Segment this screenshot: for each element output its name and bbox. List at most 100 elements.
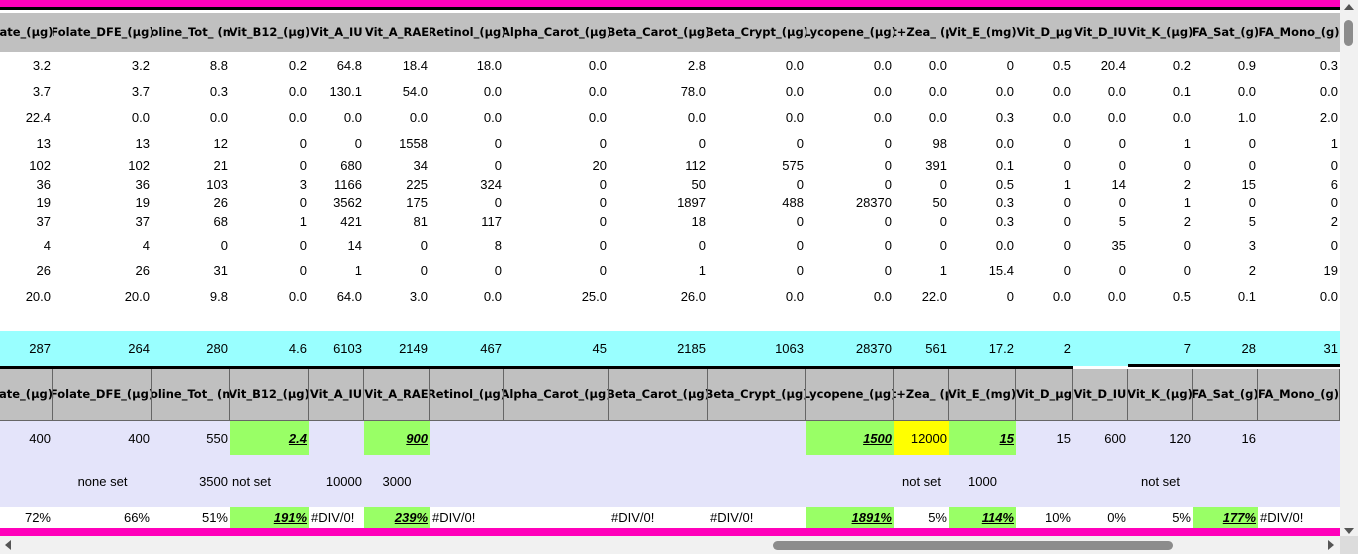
data-cell[interactable]: 14 — [1111, 176, 1126, 192]
data-cell[interactable]: 0 — [884, 158, 892, 173]
data-cell[interactable]: 421 — [340, 214, 362, 229]
data-cell[interactable]: 0.0 — [288, 288, 307, 304]
data-cell[interactable]: 0 — [1248, 194, 1256, 210]
data-cell[interactable]: 0.0 — [995, 83, 1014, 99]
data-cell[interactable]: 0 — [1330, 194, 1338, 210]
data-cell[interactable]: 0 — [1063, 135, 1071, 151]
rdi-cell[interactable]: 120 — [1169, 430, 1191, 446]
data-cell[interactable]: 0 — [1248, 158, 1256, 173]
total-cell[interactable]: 287 — [29, 341, 51, 356]
total-cell[interactable]: 2 — [1063, 341, 1071, 356]
column-header[interactable]: Vit_D_µg — [1016, 25, 1073, 39]
column-header[interactable]: Vit_B12_(µg) — [230, 25, 309, 39]
rdi-column-header[interactable]: Vit_B12_(µg) — [230, 369, 309, 421]
upper-limit-cell[interactable]: 10000 — [325, 473, 362, 489]
data-cell[interactable]: 20 — [592, 158, 607, 173]
data-cell[interactable]: 0.0 — [1319, 288, 1338, 304]
data-cell[interactable]: 0.1 — [995, 158, 1014, 173]
data-cell[interactable]: 0 — [420, 237, 428, 253]
data-cell[interactable]: 8 — [494, 237, 502, 253]
data-cell[interactable]: 0.0 — [928, 109, 947, 125]
data-cell[interactable]: 0 — [884, 214, 892, 229]
upper-limit-cell[interactable]: 3000 — [382, 473, 412, 489]
data-cell[interactable]: 0 — [494, 263, 502, 278]
upper-limit-cell[interactable]: not set — [232, 473, 272, 489]
data-cell[interactable]: 0.0 — [1107, 83, 1126, 99]
vertical-scroll-thumb[interactable] — [1344, 20, 1353, 46]
upper-limit-cell[interactable] — [1258, 455, 1340, 507]
total-cell[interactable]: 45 — [592, 341, 607, 356]
data-cell[interactable]: 18.0 — [476, 57, 502, 73]
upper-limit-cell[interactable] — [430, 455, 504, 507]
rdi-cell[interactable]: 12000 — [894, 421, 949, 455]
data-cell[interactable]: 31 — [213, 263, 228, 278]
column-header[interactable]: Retinol_(µg) — [430, 25, 504, 39]
percent-cell[interactable]: #DIV/0! — [1260, 510, 1304, 525]
data-cell[interactable]: 0.0 — [1172, 109, 1191, 125]
data-cell[interactable]: 0.0 — [995, 135, 1014, 151]
scroll-left-arrow-icon[interactable] — [5, 540, 11, 550]
data-cell[interactable]: 488 — [782, 194, 804, 210]
upper-limit-cell[interactable] — [609, 455, 708, 507]
data-cell[interactable]: 20.0 — [25, 288, 51, 304]
data-cell[interactable]: 3.0 — [409, 288, 428, 304]
data-cell[interactable]: 0.5 — [1052, 57, 1071, 73]
percent-cell[interactable]: 114% — [949, 507, 1016, 528]
data-cell[interactable]: 0 — [1063, 214, 1071, 229]
data-cell[interactable]: 0.0 — [873, 57, 892, 73]
data-cell[interactable]: 0.0 — [288, 83, 307, 99]
data-cell[interactable]: 0.0 — [928, 57, 947, 73]
data-cell[interactable]: 0.0 — [1237, 83, 1256, 99]
data-cell[interactable]: 0 — [1183, 237, 1191, 253]
data-cell[interactable]: 225 — [406, 176, 428, 192]
rdi-column-header[interactable]: Alpha_Carot_(µg) — [504, 369, 609, 421]
data-cell[interactable]: 102 — [29, 158, 51, 173]
data-cell[interactable]: 35 — [1111, 237, 1126, 253]
total-cell[interactable]: 31 — [1323, 341, 1338, 356]
rdi-column-header[interactable]: Retinol_(µg) — [430, 369, 504, 421]
data-cell[interactable]: 0.0 — [785, 288, 804, 304]
data-cell[interactable]: 3.7 — [131, 83, 150, 99]
data-cell[interactable]: 0 — [1063, 263, 1071, 278]
column-header[interactable]: Lut+Zea_ (µg) — [894, 25, 949, 39]
data-cell[interactable]: 2 — [1183, 214, 1191, 229]
data-cell[interactable]: 0 — [796, 237, 804, 253]
rdi-cell[interactable]: 2.4 — [230, 421, 309, 455]
data-cell[interactable]: 0.3 — [209, 83, 228, 99]
data-cell[interactable]: 3 — [299, 176, 307, 192]
data-cell[interactable]: 0 — [698, 135, 706, 151]
data-cell[interactable]: 3562 — [333, 194, 362, 210]
data-cell[interactable]: 103 — [206, 176, 228, 192]
upper-limit-cell[interactable] — [504, 455, 609, 507]
rdi-column-header[interactable]: Vit_A_RAE — [364, 369, 430, 421]
rdi-column-header[interactable]: ate_(µg) — [0, 369, 53, 421]
rdi-cell[interactable]: 15 — [949, 421, 1016, 455]
data-cell[interactable]: 18 — [691, 214, 706, 229]
horizontal-scrollbar[interactable] — [0, 536, 1340, 554]
upper-limit-cell[interactable] — [1193, 455, 1258, 507]
data-cell[interactable]: 0 — [299, 194, 307, 210]
rdi-cell[interactable]: 16 — [1241, 430, 1256, 446]
column-header[interactable]: Folate_DFE_(µg) — [53, 25, 152, 39]
total-cell[interactable]: 7 — [1183, 341, 1191, 356]
data-cell[interactable]: 19 — [1323, 263, 1338, 278]
data-cell[interactable]: 0 — [1063, 158, 1071, 173]
data-cell[interactable]: 117 — [481, 214, 502, 229]
total-cell[interactable]: 28370 — [855, 341, 892, 356]
data-cell[interactable]: 2.0 — [1319, 109, 1338, 125]
data-cell[interactable]: 0.0 — [873, 83, 892, 99]
percent-cell[interactable]: #DIV/0! — [432, 510, 476, 525]
data-cell[interactable]: 0.0 — [785, 83, 804, 99]
scroll-up-arrow-icon[interactable] — [1344, 4, 1354, 10]
total-cell[interactable]: 17.2 — [988, 341, 1014, 356]
data-cell[interactable]: 130.1 — [329, 83, 362, 99]
data-cell[interactable]: 102 — [128, 158, 150, 173]
scroll-down-arrow-icon[interactable] — [1344, 528, 1354, 534]
data-cell[interactable]: 1166 — [334, 176, 362, 192]
upper-limit-cell[interactable]: 3500 — [199, 473, 228, 489]
data-cell[interactable]: 0.0 — [483, 109, 502, 125]
data-cell[interactable]: 0.0 — [409, 109, 428, 125]
data-cell[interactable]: 0.9 — [1237, 57, 1256, 73]
percent-cell[interactable]: 51% — [201, 510, 228, 525]
column-header[interactable]: FA_Mono_(g) — [1258, 25, 1340, 39]
